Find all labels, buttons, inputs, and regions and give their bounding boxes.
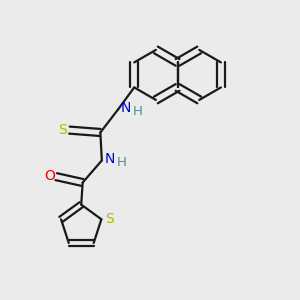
Text: N: N	[105, 152, 115, 166]
Text: O: O	[44, 169, 55, 183]
Text: H: H	[117, 156, 127, 169]
Text: S: S	[105, 212, 114, 226]
Text: N: N	[121, 101, 131, 115]
Text: H: H	[133, 105, 143, 119]
Text: S: S	[58, 122, 67, 136]
